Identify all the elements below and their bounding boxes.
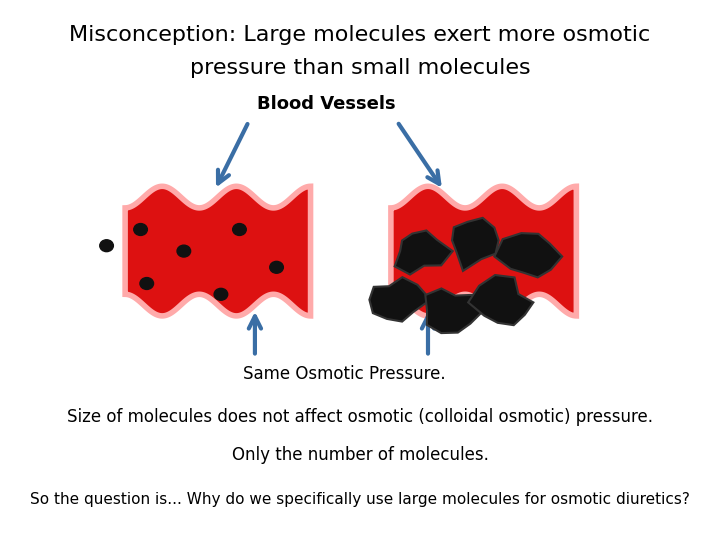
Circle shape — [134, 224, 148, 235]
Text: Same Osmotic Pressure.: Same Osmotic Pressure. — [243, 364, 446, 383]
Polygon shape — [391, 186, 576, 316]
Circle shape — [140, 278, 153, 289]
Text: Blood Vessels: Blood Vessels — [257, 94, 395, 113]
Text: pressure than small molecules: pressure than small molecules — [189, 57, 531, 78]
Text: Only the number of molecules.: Only the number of molecules. — [232, 446, 488, 464]
Text: So the question is... Why do we specifically use large molecules for osmotic diu: So the question is... Why do we specific… — [30, 492, 690, 507]
Polygon shape — [395, 231, 453, 274]
Polygon shape — [452, 218, 499, 271]
Polygon shape — [495, 233, 562, 278]
Circle shape — [177, 245, 191, 257]
Polygon shape — [369, 277, 431, 322]
Polygon shape — [125, 186, 310, 316]
Circle shape — [270, 261, 284, 273]
Circle shape — [100, 240, 113, 252]
Circle shape — [233, 224, 246, 235]
Circle shape — [214, 288, 228, 300]
Polygon shape — [426, 288, 484, 333]
Text: Size of molecules does not affect osmotic (colloidal osmotic) pressure.: Size of molecules does not affect osmoti… — [67, 408, 653, 426]
Text: Misconception: Large molecules exert more osmotic: Misconception: Large molecules exert mor… — [69, 25, 651, 45]
Polygon shape — [468, 275, 534, 325]
